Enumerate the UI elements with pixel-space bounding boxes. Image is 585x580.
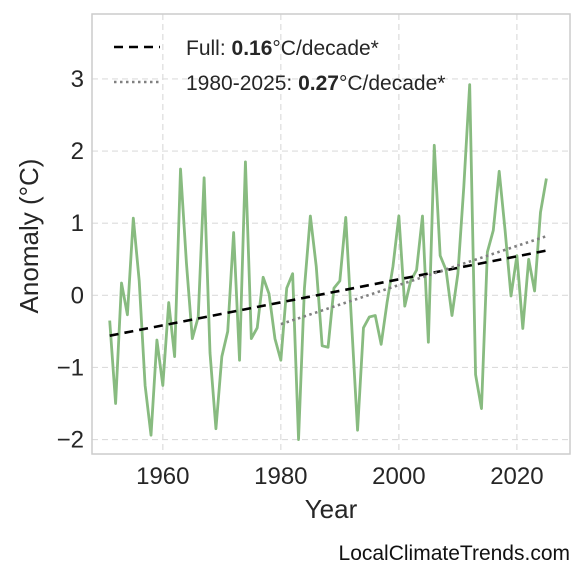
legend-recent-prefix: 1980-2025: [186,72,298,95]
x-tick-label: 2020 [490,463,543,490]
x-tick-label: 2000 [372,463,425,490]
y-tick-label: 2 [71,138,84,165]
y-tick-label: 1 [71,210,84,237]
legend-recent-suffix: °C/decade* [339,72,445,95]
legend-full-label: Full: 0.16°C/decade* [186,37,379,60]
trend-full-line [109,249,547,337]
tick-layer: 1960 1980 2000 2020 −2 −1 0 1 2 3 [57,66,544,490]
anomaly-series-line [108,83,548,441]
legend-full-suffix: °C/decade* [272,37,378,60]
credit-text: LocalClimateTrends.com [339,542,570,565]
legend-recent-rate: 0.27 [298,72,339,95]
legend-full-rate: 0.16 [232,37,273,60]
x-tick-label: 1960 [136,463,189,490]
legend-recent-label: 1980-2025: 0.27°C/decade* [186,72,445,95]
y-tick-label: 0 [71,282,84,309]
legend: Full: 0.16°C/decade* 1980-2025: 0.27°C/d… [114,37,445,95]
y-tick-label: −1 [57,354,84,381]
legend-full-prefix: Full: [186,37,232,60]
y-axis-title: Anomaly (°C) [14,159,44,314]
trend-recent-line [280,234,547,326]
y-tick-label: −2 [57,427,84,454]
x-tick-label: 1980 [254,463,307,490]
series-layer [108,83,548,441]
x-axis-title: Year [305,494,358,524]
plot-frame [91,13,571,455]
y-tick-label: 3 [71,66,84,93]
